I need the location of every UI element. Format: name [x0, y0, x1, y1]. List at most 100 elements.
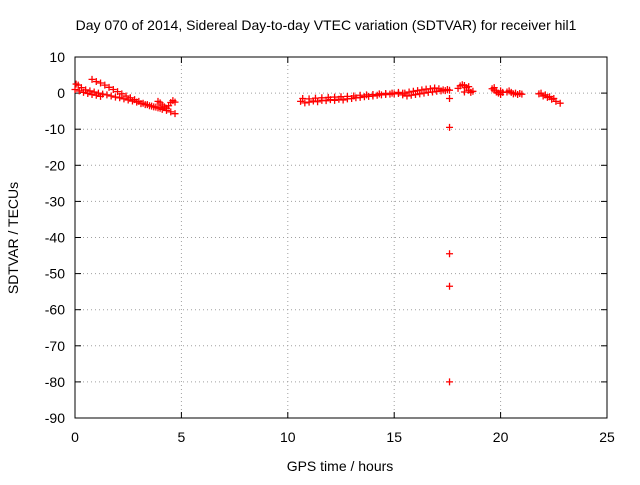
data-point: [331, 93, 339, 101]
data-point: [84, 89, 92, 97]
data-point: [88, 91, 96, 99]
series-arc-8: [401, 84, 451, 97]
data-point: [426, 85, 434, 93]
data-point: [414, 87, 422, 95]
y-tick-label: 0: [57, 85, 65, 101]
data-point: [71, 85, 79, 93]
series-arc-6: [299, 88, 402, 103]
series-arc-12: [535, 89, 564, 107]
data-point: [537, 89, 545, 97]
x-tick-label: 10: [280, 429, 296, 445]
data-point: [80, 88, 88, 96]
data-point: [305, 95, 313, 103]
x-tick-label: 20: [493, 429, 509, 445]
data-point: [465, 83, 473, 91]
data-point: [107, 92, 115, 100]
data-point: [363, 91, 371, 99]
data-point: [116, 94, 124, 102]
data-point: [97, 79, 105, 87]
series-outliers: [446, 95, 454, 386]
data-point: [167, 108, 175, 116]
series-arc-11: [503, 87, 526, 99]
data-point: [418, 86, 426, 94]
data-point: [324, 93, 332, 101]
data-point: [556, 99, 564, 107]
data-point: [318, 94, 326, 102]
data-point: [469, 87, 477, 95]
axis-ticks: 0 5 10 15 20 25 10 0 -10 -20 -30 -40 -50 -60 -70 -80 -90: [45, 49, 615, 445]
data-point: [97, 92, 105, 100]
y-tick-label: -80: [45, 374, 65, 390]
data-point: [435, 85, 443, 93]
data-point: [301, 99, 309, 107]
series-arc-2: [71, 85, 105, 100]
data-point: [382, 89, 390, 97]
data-point: [118, 90, 126, 98]
data-point: [92, 78, 100, 86]
data-point: [101, 81, 109, 89]
data-point: [143, 101, 151, 109]
data-points: [71, 75, 564, 386]
data-point: [369, 91, 377, 99]
data-point: [126, 94, 134, 102]
y-tick-label: -40: [45, 230, 65, 246]
data-point: [541, 91, 549, 99]
data-point: [171, 98, 179, 106]
x-tick-label: 25: [599, 429, 615, 445]
series-arc-4: [154, 97, 179, 112]
data-point: [171, 110, 179, 118]
series-arc-3: [88, 75, 164, 112]
data-point: [152, 103, 160, 111]
y-tick-label: 10: [49, 49, 65, 65]
data-point: [343, 92, 351, 100]
data-point: [122, 92, 130, 100]
data-point: [388, 89, 396, 97]
data-point: [135, 97, 143, 105]
data-point: [446, 378, 454, 386]
data-point: [443, 85, 451, 93]
data-point: [431, 84, 439, 92]
y-tick-label: -90: [45, 410, 65, 426]
data-point: [446, 282, 454, 290]
data-point: [109, 85, 117, 93]
data-point: [394, 88, 402, 96]
y-tick-label: -50: [45, 266, 65, 282]
data-point: [111, 93, 119, 101]
data-point: [490, 84, 498, 92]
data-point: [446, 123, 454, 131]
chart-title: Day 070 of 2014, Sidereal Day-to-day VTE…: [76, 17, 577, 33]
data-point: [105, 83, 113, 91]
x-tick-label: 15: [386, 429, 402, 445]
y-axis-label: SDTVAR / TECUs: [5, 182, 21, 294]
data-point: [131, 96, 139, 104]
data-point: [311, 94, 319, 102]
data-point: [405, 88, 413, 96]
data-point: [337, 93, 345, 101]
grid-lines: [75, 57, 607, 418]
data-point: [103, 91, 111, 99]
data-point: [356, 91, 364, 99]
y-tick-label: -30: [45, 193, 65, 209]
data-point: [88, 75, 96, 83]
data-point: [299, 95, 307, 103]
data-point: [409, 87, 417, 95]
data-point: [139, 99, 147, 107]
data-point: [550, 95, 558, 103]
data-point: [446, 95, 454, 103]
series-arc-9: [454, 81, 477, 96]
data-point: [92, 91, 100, 99]
data-point: [446, 250, 454, 258]
data-point: [314, 98, 322, 106]
x-tick-label: 0: [71, 429, 79, 445]
data-point: [75, 87, 83, 95]
data-point: [518, 90, 526, 98]
data-point: [546, 93, 554, 101]
data-point: [114, 88, 122, 96]
data-point: [148, 102, 156, 110]
y-tick-label: -70: [45, 338, 65, 354]
y-tick-label: -20: [45, 157, 65, 173]
data-point: [350, 92, 358, 100]
series-arc-10: [488, 84, 507, 99]
y-tick-label: -60: [45, 302, 65, 318]
